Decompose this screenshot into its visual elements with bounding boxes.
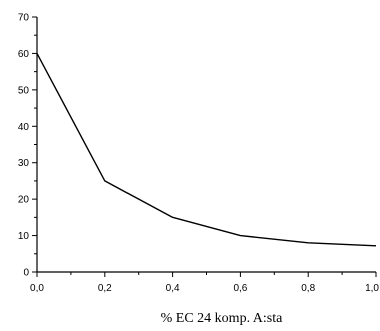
x-tick-label: 0,8: [301, 283, 315, 294]
y-tick-label: 60: [18, 49, 30, 60]
x-tick-label: 1,0: [365, 283, 379, 294]
series-line: [36, 53, 377, 247]
y-tick-label: 0: [23, 268, 29, 279]
y-ticks: 0 10 20 30 40 50 60 70: [18, 13, 37, 279]
x-tick-label: 0,4: [166, 283, 180, 294]
y-tick-label: 20: [18, 195, 30, 206]
series-group: [36, 53, 377, 247]
y-tick-label: 30: [18, 158, 30, 169]
x-tick-label: 0,2: [98, 283, 112, 294]
x-ticks: 0,0 0,2 0,4 0,6 0,8 1,0: [30, 272, 379, 294]
y-tick-label: 40: [18, 122, 30, 133]
axes: [36, 17, 376, 273]
x-axis-label: % EC 24 komp. A:sta: [161, 311, 284, 326]
x-tick-label: 0,0: [30, 283, 44, 294]
y-tick-label: 50: [18, 85, 30, 96]
x-tick-label: 0,6: [233, 283, 247, 294]
y-tick-label: 10: [18, 231, 30, 242]
y-tick-label: 70: [18, 13, 30, 24]
